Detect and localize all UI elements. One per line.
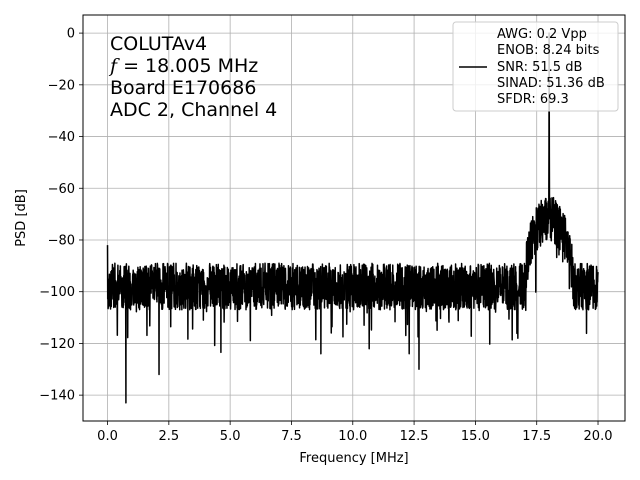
y-tick-label: −60 bbox=[48, 182, 75, 197]
annotation-name: COLUTAv4 bbox=[110, 33, 207, 55]
annotation-freq-symbol: f bbox=[108, 55, 120, 77]
x-tick-label: 15.0 bbox=[461, 429, 490, 444]
y-tick-label: 0 bbox=[67, 27, 75, 42]
y-tick-label: −100 bbox=[39, 285, 75, 300]
legend-line-snr: SNR: 51.5 dB bbox=[497, 60, 582, 75]
x-tick-label: 5.0 bbox=[220, 429, 241, 444]
x-axis-label: Frequency [MHz] bbox=[299, 451, 408, 466]
psd-series-line bbox=[106, 32, 599, 404]
annotation-freq-value: = 18.005 MHz bbox=[117, 55, 258, 77]
ticks: 0.0 2.5 5.0 7.5 10.0 12.5 15.0 17.5 20.0 0 −20 −40 −… bbox=[39, 27, 612, 444]
legend-line-sfdr: SFDR: 69.3 bbox=[497, 92, 569, 107]
x-tick-label: 7.5 bbox=[281, 429, 302, 444]
annotation-channel: ADC 2, Channel 4 bbox=[110, 99, 277, 121]
x-tick-label: 20.0 bbox=[584, 429, 613, 444]
y-tick-label: −40 bbox=[48, 130, 75, 145]
annotation-frequency: f = 18.005 MHz bbox=[108, 55, 258, 77]
y-axis-label: PSD [dB] bbox=[14, 189, 29, 247]
info-annotation: COLUTAv4 f = 18.005 MHz Board E170686 AD… bbox=[108, 33, 277, 121]
x-tick-label: 12.5 bbox=[400, 429, 429, 444]
legend-line-awg: AWG: 0.2 Vpp bbox=[497, 27, 587, 42]
legend-box bbox=[452, 21, 619, 112]
legend: AWG: 0.2 Vpp ENOB: 8.24 bits SNR: 51.5 d… bbox=[452, 21, 619, 112]
x-tick-label: 17.5 bbox=[522, 429, 551, 444]
plot-frame bbox=[82, 14, 626, 422]
annotation-board: Board E170686 bbox=[110, 77, 256, 99]
x-tick-label: 2.5 bbox=[158, 429, 179, 444]
y-tick-label: −20 bbox=[48, 78, 75, 93]
y-tick-label: −140 bbox=[39, 389, 75, 404]
y-tick-label: −80 bbox=[48, 233, 75, 248]
x-tick-label: 0.0 bbox=[97, 429, 118, 444]
y-tick-label: −120 bbox=[39, 337, 75, 352]
x-tick-label: 10.0 bbox=[338, 429, 367, 444]
legend-line-sinad: SINAD: 51.36 dB bbox=[497, 76, 605, 91]
legend-line-enob: ENOB: 8.24 bits bbox=[497, 43, 600, 58]
